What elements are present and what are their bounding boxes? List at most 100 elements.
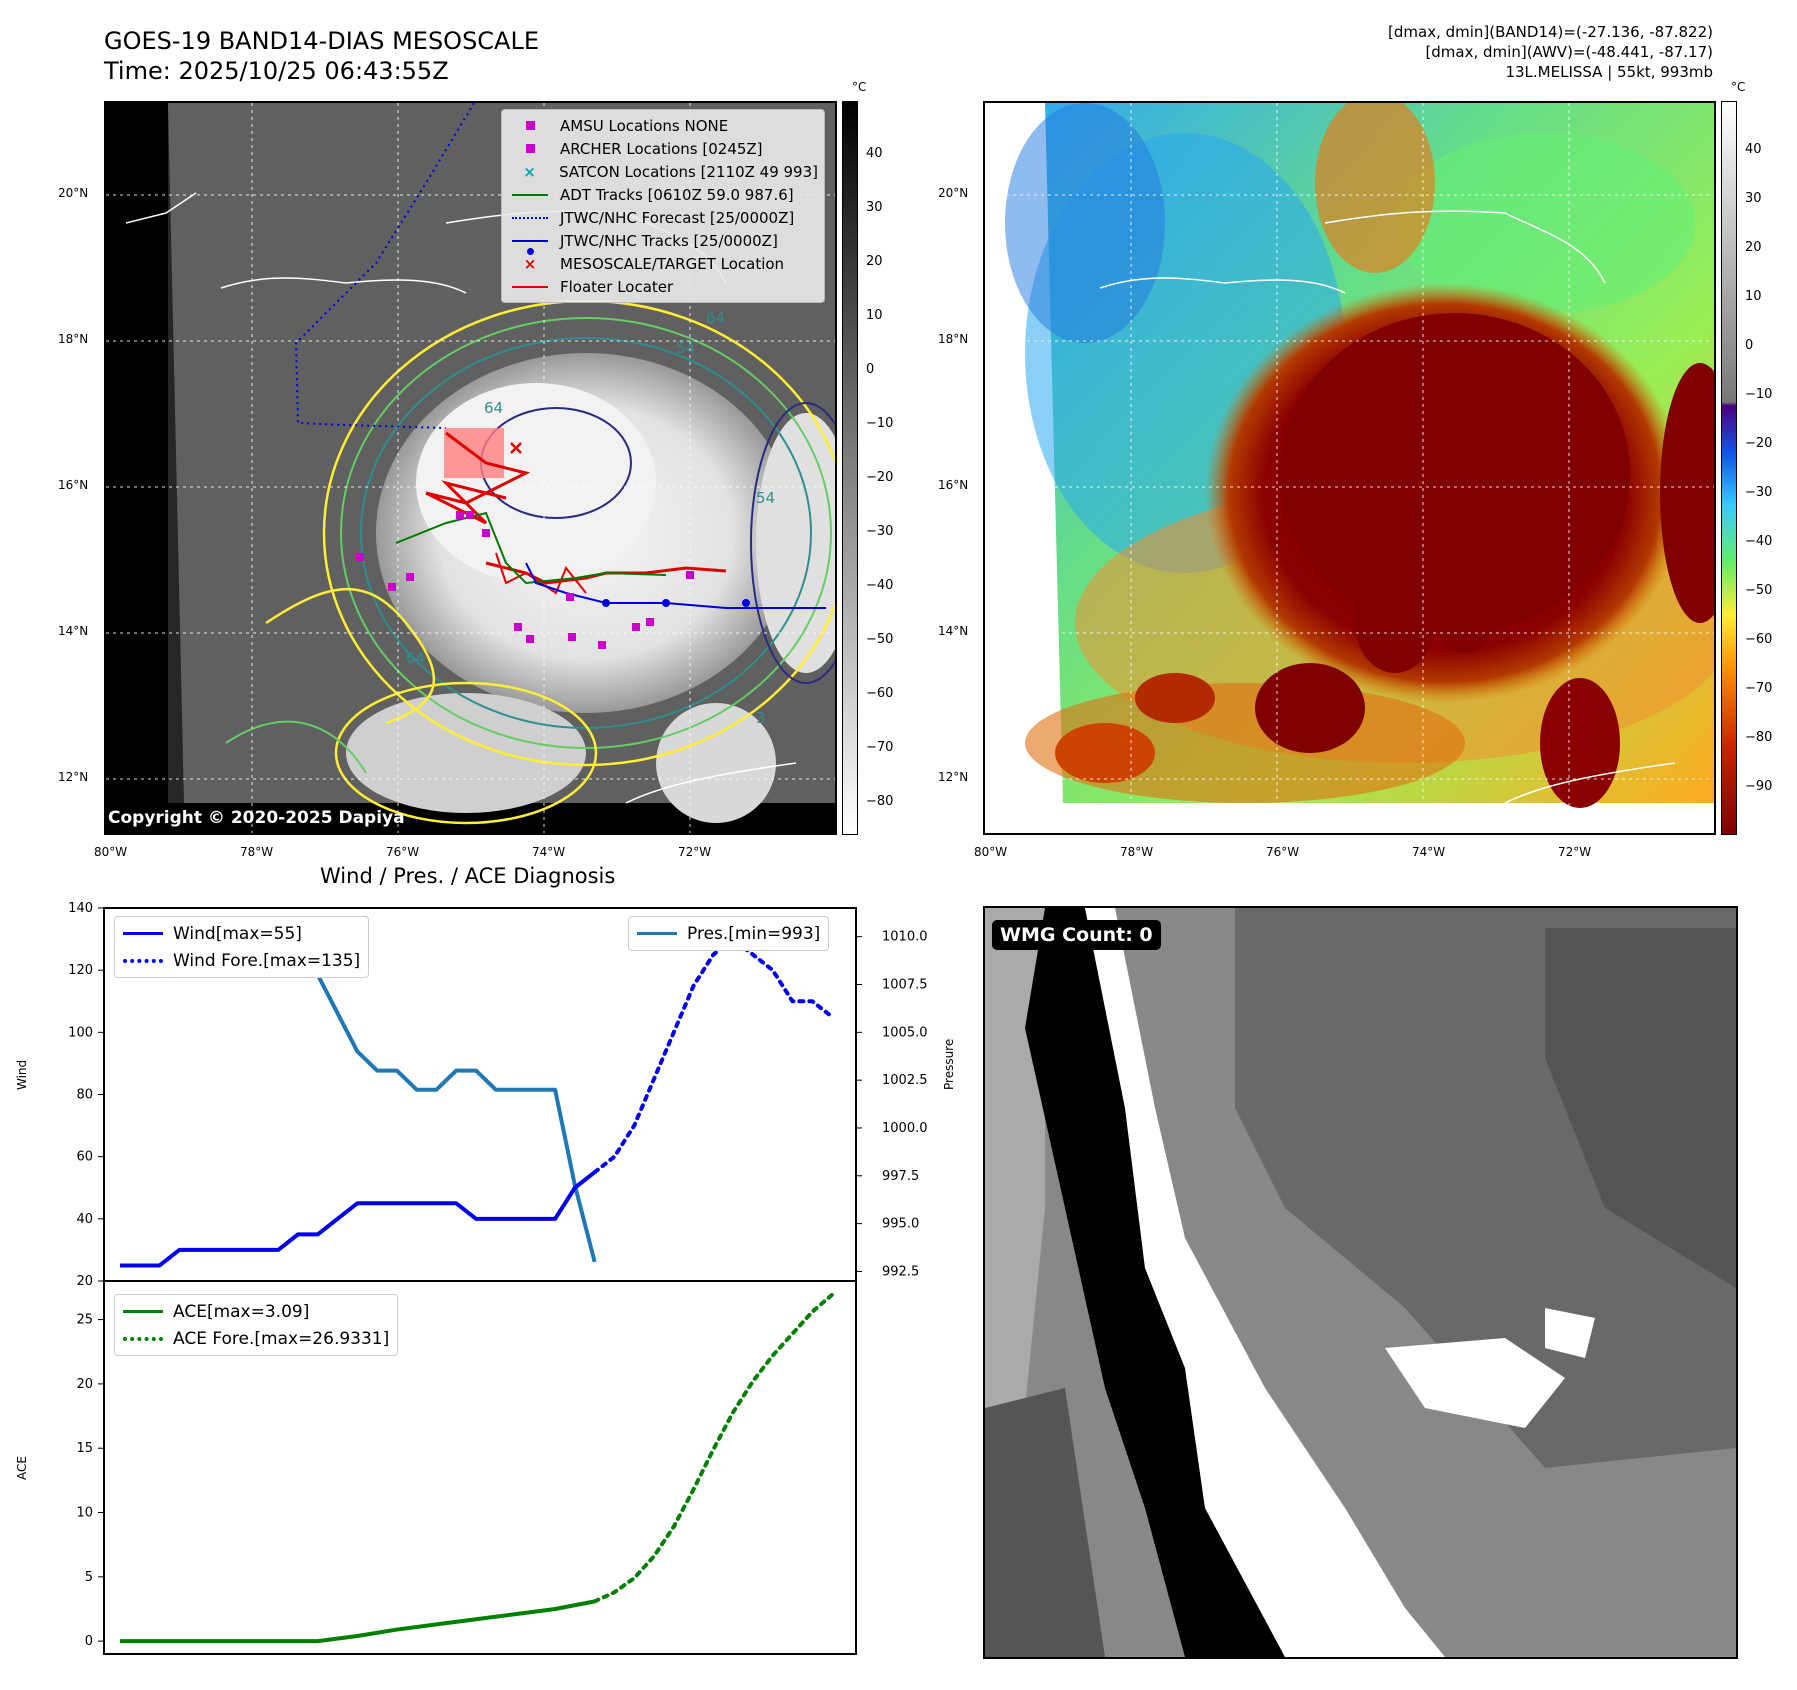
colorbar-tick: −50: [1745, 583, 1773, 598]
lat-label: 12°N: [938, 770, 969, 784]
colorbar-tick: −20: [866, 470, 894, 485]
wind-forecast-series-line: [592, 937, 834, 1175]
ace-tick-label: 25: [76, 1313, 93, 1328]
colorbar-tick: −90: [1745, 779, 1773, 794]
ace-tick-label: 5: [85, 1570, 93, 1585]
legend-item: × SATCON Locations [2110Z 49 993]: [508, 160, 818, 183]
lat-label: 12°N: [58, 770, 89, 784]
lon-label: 74°W: [1412, 845, 1446, 859]
wind-tick-label: 60: [76, 1150, 93, 1165]
map-timestamp: Time: 2025/10/25 06:43:55Z: [104, 57, 449, 85]
lat-label: 14°N: [938, 624, 969, 638]
lat-label: 20°N: [58, 186, 89, 200]
pressure-tick-label: 1002.5: [882, 1073, 928, 1088]
lat-label: 16°N: [58, 478, 89, 492]
colorbar-tick: −60: [866, 686, 894, 701]
diagnosis-title: Wind / Pres. / ACE Diagnosis: [320, 864, 616, 888]
wind-tick-label: 80: [76, 1088, 93, 1103]
legend-item: JTWC/NHC Forecast [25/0000Z]: [508, 206, 818, 229]
floater-track: [425, 431, 531, 525]
ace-series-line: [120, 1599, 596, 1644]
colorbar-tick: 40: [1745, 142, 1762, 157]
ace-tick-label: 20: [76, 1377, 93, 1392]
magenta-square-icon: [525, 121, 535, 130]
green-line-icon: [512, 193, 548, 196]
colorbar-unit: °C: [852, 80, 867, 94]
dotted-blue-line-icon: [123, 958, 163, 963]
legend-item: ACE[max=3.09]: [123, 1298, 389, 1325]
lon-label: 76°W: [386, 845, 420, 859]
pressure-tick-label: 1007.5: [882, 978, 928, 993]
colorbar-tick: −10: [1745, 387, 1773, 402]
legend-item: ARCHER Locations [0245Z]: [508, 137, 818, 160]
archer-markers: [356, 511, 694, 649]
ace-tick-label: 0: [85, 1634, 93, 1649]
legend-item: × MESOSCALE/TARGET Location: [508, 252, 818, 275]
legend-item: Wind[max=55]: [123, 920, 360, 947]
solid-green-line-icon: [123, 1310, 163, 1313]
colorbar-tick: 30: [866, 200, 883, 215]
ace-forecast-series-line: [592, 1292, 834, 1604]
adt-track: [395, 511, 667, 585]
legend-item: Wind Fore.[max=135]: [123, 947, 360, 974]
legend-item: AMSU Locations NONE: [508, 114, 818, 137]
pressure-tick-label: 1005.0: [882, 1025, 928, 1040]
pressure-legend: Pres.[min=993]: [628, 916, 830, 951]
legend-item: Floater Locater: [508, 275, 818, 298]
lon-label: 78°W: [240, 845, 274, 859]
pressure-tick-label: 997.5: [882, 1169, 919, 1184]
lat-label: 18°N: [938, 332, 969, 346]
blue-dotted-line-icon: [512, 216, 548, 219]
contour-label: 64: [406, 649, 425, 667]
colorbar-tick: 0: [1745, 338, 1754, 353]
pressure-tick-label: 1010.0: [882, 930, 928, 945]
colorbar-tick: 20: [866, 254, 883, 269]
contour-label: 54: [676, 339, 695, 357]
colorbar-tick: −80: [1745, 730, 1773, 745]
ace-axes-frame: [103, 1280, 857, 1655]
target-marker: [510, 442, 522, 454]
lon-label: 74°W: [532, 845, 566, 859]
colorbar-tick: −70: [866, 740, 894, 755]
forecast-track: [294, 103, 475, 429]
colorbar-tick: 20: [1745, 240, 1762, 255]
lon-label: 72°W: [1558, 845, 1592, 859]
contour-label: 54: [756, 489, 775, 507]
band14-range-info: [dmax, dmin](BAND14)=(-27.136, -87.822): [1388, 23, 1713, 41]
colorbar-tick: −30: [1745, 485, 1773, 500]
colorbar-tick: −60: [1745, 632, 1773, 647]
lon-label: 76°W: [1266, 845, 1300, 859]
red-x-icon: ×: [523, 254, 537, 273]
ir-satellite-map: 64 54 64 54 64 3: [104, 101, 837, 835]
wind-tick-label: 120: [68, 963, 93, 978]
colorbar-tick: 0: [866, 362, 875, 377]
wind-legend: Wind[max=55] Wind Fore.[max=135]: [114, 916, 370, 978]
colorbar-tick: 30: [1745, 191, 1762, 206]
colorbar-tick: −30: [866, 524, 894, 539]
wind-tick-label: 40: [76, 1212, 93, 1227]
red-line-icon: [512, 285, 548, 288]
dotted-green-line-icon: [123, 1336, 163, 1341]
legend-item: ACE Fore.[max=26.9331]: [123, 1325, 389, 1352]
legend-item: JTWC/NHC Tracks [25/0000Z]: [508, 229, 818, 255]
contour-label: 3: [756, 709, 766, 727]
magenta-square-icon: [525, 144, 535, 153]
solid-steelblue-line-icon: [637, 932, 677, 935]
jamaica-coast: [1099, 277, 1346, 294]
colorbar-tick: −80: [866, 794, 894, 809]
awv-range-info: [dmax, dmin](AWV)=(-48.441, -87.17): [1425, 43, 1713, 61]
jamaica-coast: [220, 277, 467, 294]
wmg-black-band: [1025, 908, 1285, 1657]
map-title: GOES-19 BAND14-DIAS MESOSCALE: [104, 27, 540, 55]
ace-legend: ACE[max=3.09] ACE Fore.[max=26.9331]: [114, 1294, 399, 1356]
ace-tick-label: 15: [76, 1441, 93, 1456]
wmg-grid: [985, 908, 1736, 1657]
colorbar-tick: 10: [866, 308, 883, 323]
south-america-coast: [625, 762, 797, 804]
blue-dot-line-icon: [512, 239, 548, 242]
colorbar-unit: °C: [1731, 80, 1746, 94]
wind-tick-label: 20: [76, 1274, 93, 1289]
hispaniola-coast: [1324, 210, 1606, 284]
ir-colorbar: [842, 101, 858, 835]
colorbar-tick: −40: [866, 578, 894, 593]
